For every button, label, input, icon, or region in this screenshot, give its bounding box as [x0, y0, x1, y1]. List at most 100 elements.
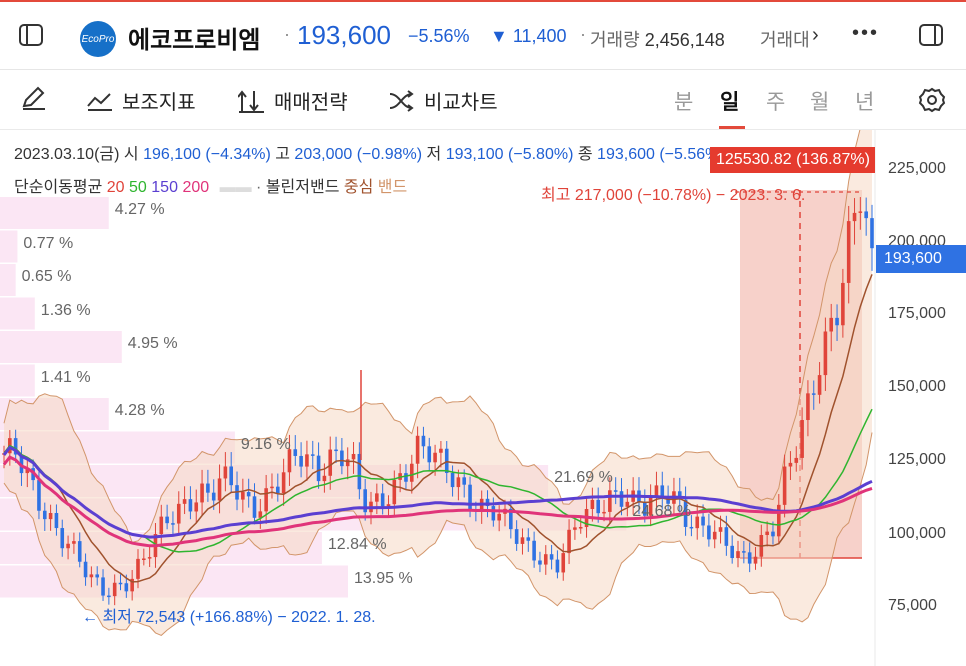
- candle-body: [83, 561, 88, 578]
- current-price: 193,600: [297, 20, 391, 50]
- candle-body: [695, 516, 700, 529]
- stock-name[interactable]: 에코프로비엠: [128, 27, 261, 54]
- panel-toggle-icon[interactable]: [918, 22, 944, 48]
- candle-body: [386, 504, 391, 507]
- period-minute[interactable]: 분: [674, 91, 694, 114]
- active-period-indicator: [719, 126, 745, 129]
- separator-dot: ·: [580, 24, 586, 44]
- compare-button[interactable]: 비교차트: [388, 86, 498, 115]
- candle-body: [439, 448, 443, 453]
- candle-body: [567, 529, 571, 554]
- candle-body: [159, 516, 164, 535]
- candle-body: [608, 490, 612, 512]
- candle-body: [444, 448, 449, 473]
- high-value: 203,000: [294, 146, 353, 163]
- volume-profile-label: 0.65 %: [21, 268, 72, 285]
- period-day[interactable]: 일: [720, 91, 740, 114]
- separator-dot: ·: [284, 24, 290, 44]
- candle-body: [246, 492, 251, 497]
- candle-body: [823, 331, 828, 376]
- candle-body: [200, 483, 204, 503]
- high-annotation: 최고 217,000 (−10.78%) − 2023. 3. 6.: [541, 187, 806, 204]
- candle-body: [142, 558, 146, 560]
- candle-body: [660, 485, 665, 499]
- candle-body: [654, 485, 659, 498]
- indicator-button[interactable]: 보조지표: [86, 86, 196, 115]
- candle-body: [730, 545, 734, 559]
- range-box-label: 125530.82 (136.87%): [710, 147, 875, 173]
- volume-profile-label: 24.68 %: [632, 502, 692, 520]
- y-axis-label: 75,000: [888, 597, 937, 614]
- indicator-legend[interactable]: 단순이동평균 20 50 150 200 ▬▬ · 볼린저밴드 중심 밴드: [14, 173, 407, 197]
- open-pct: (−4.34%): [205, 146, 271, 163]
- candle-body: [316, 455, 321, 482]
- volume-profile-label: 9.16 %: [240, 435, 291, 453]
- sidebar-toggle-icon[interactable]: [18, 22, 44, 48]
- candle-body: [182, 499, 187, 504]
- candle-body: [252, 496, 257, 518]
- candle-body: [305, 454, 309, 467]
- candle-body: [281, 472, 286, 494]
- candle-body: [485, 498, 490, 507]
- candle-body: [54, 513, 59, 529]
- bb-label: 볼린저밴드: [265, 179, 340, 196]
- close-value: 193,600: [597, 146, 655, 163]
- ma-line-20: [3, 274, 873, 583]
- candle-body: [852, 212, 857, 222]
- bollinger-upper: [3, 130, 861, 543]
- y-axis-label: 125,000: [888, 451, 946, 468]
- candle-body: [66, 543, 70, 549]
- period-year[interactable]: 년: [855, 91, 875, 114]
- change-amount: ▼ 11,400: [490, 26, 567, 46]
- change-percent: −5.56%: [408, 26, 470, 46]
- candle-body: [776, 504, 781, 537]
- candle-body: [299, 455, 303, 467]
- chevron-right-icon[interactable]: ›: [812, 24, 819, 46]
- candle-body: [176, 503, 181, 524]
- candle-body: [817, 375, 822, 395]
- volume-profile-label: 1.36 %: [40, 301, 91, 319]
- candle-body: [864, 211, 868, 219]
- strategy-label: 매매전략: [274, 92, 348, 114]
- volume-profile-label: 1.41 %: [40, 368, 91, 386]
- candle-body: [724, 527, 729, 546]
- ma-20: 20: [106, 179, 125, 196]
- volume-profile-bar: [0, 331, 122, 363]
- candle-body: [270, 486, 274, 489]
- period-week[interactable]: 주: [766, 91, 786, 114]
- price-chart[interactable]: [0, 130, 966, 666]
- candle-body: [800, 420, 804, 458]
- candle-body: [118, 582, 123, 585]
- candle-body: [590, 499, 595, 509]
- period-month[interactable]: 월: [810, 91, 830, 114]
- company-logo: EcoPro: [80, 21, 116, 57]
- candle-body: [392, 479, 397, 505]
- candle-body: [456, 477, 461, 488]
- low-pct: (−5.80%): [508, 146, 574, 163]
- candle-body: [147, 557, 152, 559]
- candle-body: [509, 508, 513, 530]
- candle-body: [241, 492, 245, 500]
- candle-body: [677, 491, 682, 500]
- volume-profile-label: 4.28 %: [114, 402, 165, 419]
- candle-body: [340, 450, 344, 467]
- candle-body: [870, 218, 874, 249]
- volume-profile-label: 4.95 %: [127, 335, 178, 352]
- candle-body: [701, 516, 705, 526]
- open-value: 196,100: [143, 146, 201, 163]
- volume-profile-bar: [0, 197, 109, 229]
- candle-body: [718, 527, 723, 532]
- pencil-icon[interactable]: [20, 84, 48, 112]
- candle-body: [468, 484, 472, 510]
- more-icon[interactable]: •••: [852, 22, 880, 44]
- volume-profile-bar: [0, 364, 35, 397]
- candle-body: [95, 574, 100, 578]
- candle-body: [89, 574, 94, 578]
- candle-body: [794, 457, 799, 463]
- candle-body: [841, 282, 845, 326]
- candle-body: [351, 453, 356, 460]
- volume-profile-label: 12.84 %: [327, 536, 387, 553]
- candle-body: [217, 478, 222, 501]
- gear-icon[interactable]: [918, 86, 946, 114]
- strategy-button[interactable]: 매매전략: [238, 86, 348, 115]
